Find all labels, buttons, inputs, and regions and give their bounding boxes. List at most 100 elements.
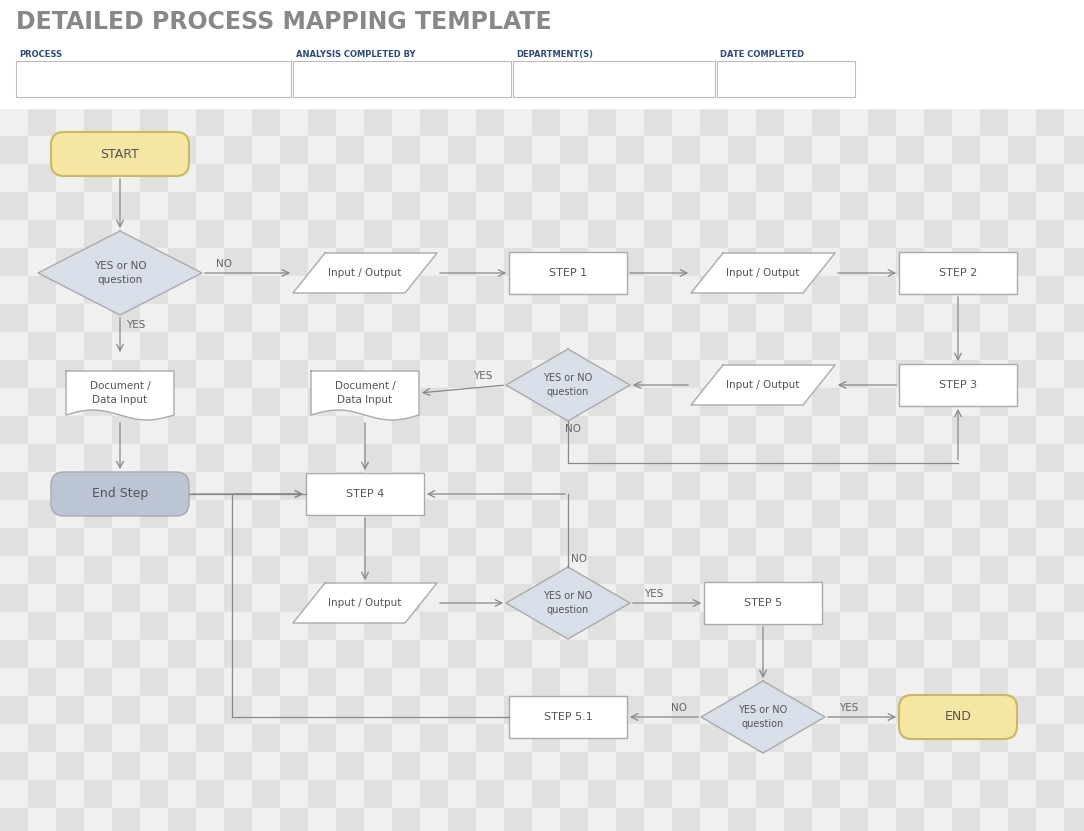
Bar [952,416,980,444]
Bar [1008,360,1036,388]
Bar [140,472,168,500]
Bar [1036,696,1064,724]
Bar [1008,304,1036,332]
Bar [392,668,420,696]
Bar [476,500,504,528]
Bar [672,276,700,304]
Text: YES or NO
question: YES or NO question [543,373,593,396]
Bar [840,696,868,724]
Bar [644,724,672,752]
Bar [224,416,251,444]
Bar [868,164,896,192]
Bar [83,556,112,584]
Bar [280,444,308,472]
Bar [476,108,504,136]
Text: STEP 5.1: STEP 5.1 [543,712,592,722]
Bar [756,668,784,696]
Bar [83,276,112,304]
Bar [952,304,980,332]
Bar [1008,500,1036,528]
Bar [448,556,476,584]
Bar [364,808,392,831]
Bar [532,388,560,416]
Bar [420,780,448,808]
Bar [392,696,420,724]
Text: YES or NO
question: YES or NO question [738,706,788,729]
Bar [476,584,504,612]
Bar [560,500,588,528]
Bar [784,192,812,220]
Bar [112,360,140,388]
Bar [588,584,616,612]
Bar [644,500,672,528]
Bar [364,556,392,584]
Bar [476,640,504,668]
Bar [140,612,168,640]
Bar [616,276,644,304]
Bar [1008,136,1036,164]
Bar [756,108,784,136]
Bar [784,808,812,831]
Bar [112,556,140,584]
Bar [840,612,868,640]
Bar [56,164,83,192]
Bar [280,472,308,500]
Bar [868,528,896,556]
Bar [504,528,532,556]
Bar [140,668,168,696]
Bar [0,808,28,831]
Bar [840,556,868,584]
Text: NO: NO [671,703,687,713]
Bar [196,612,224,640]
Bar [280,304,308,332]
Bar [812,304,840,332]
Bar [504,584,532,612]
Bar [952,332,980,360]
Bar [840,444,868,472]
Bar [812,500,840,528]
Bar [1008,696,1036,724]
Bar [1036,724,1064,752]
Bar [896,752,924,780]
Bar [952,724,980,752]
Text: YES: YES [644,589,663,599]
Bar [364,332,392,360]
Bar [56,696,83,724]
Bar [83,360,112,388]
Bar [448,192,476,220]
Bar [448,472,476,500]
Bar [980,640,1008,668]
Bar [672,472,700,500]
Bar [1008,444,1036,472]
Bar [672,528,700,556]
Bar [728,612,756,640]
Bar [336,164,364,192]
Bar [476,332,504,360]
Bar [392,752,420,780]
Bar [1008,584,1036,612]
Bar [83,248,112,276]
Bar [504,332,532,360]
Bar [224,472,251,500]
Bar [364,108,392,136]
Bar [644,416,672,444]
Bar [784,780,812,808]
Bar [980,192,1008,220]
Bar [168,388,196,416]
Bar [812,640,840,668]
Text: Input / Output: Input / Output [328,598,402,608]
Bar [168,528,196,556]
Bar [700,136,728,164]
Text: YES: YES [126,320,145,330]
Bar [28,444,56,472]
Bar [588,248,616,276]
Bar [336,556,364,584]
Bar [672,668,700,696]
Text: DATE COMPLETED: DATE COMPLETED [720,50,804,59]
Bar [532,164,560,192]
Text: STEP 1: STEP 1 [549,268,588,278]
Bar [644,584,672,612]
Bar [756,192,784,220]
Bar [532,640,560,668]
Bar [756,724,784,752]
